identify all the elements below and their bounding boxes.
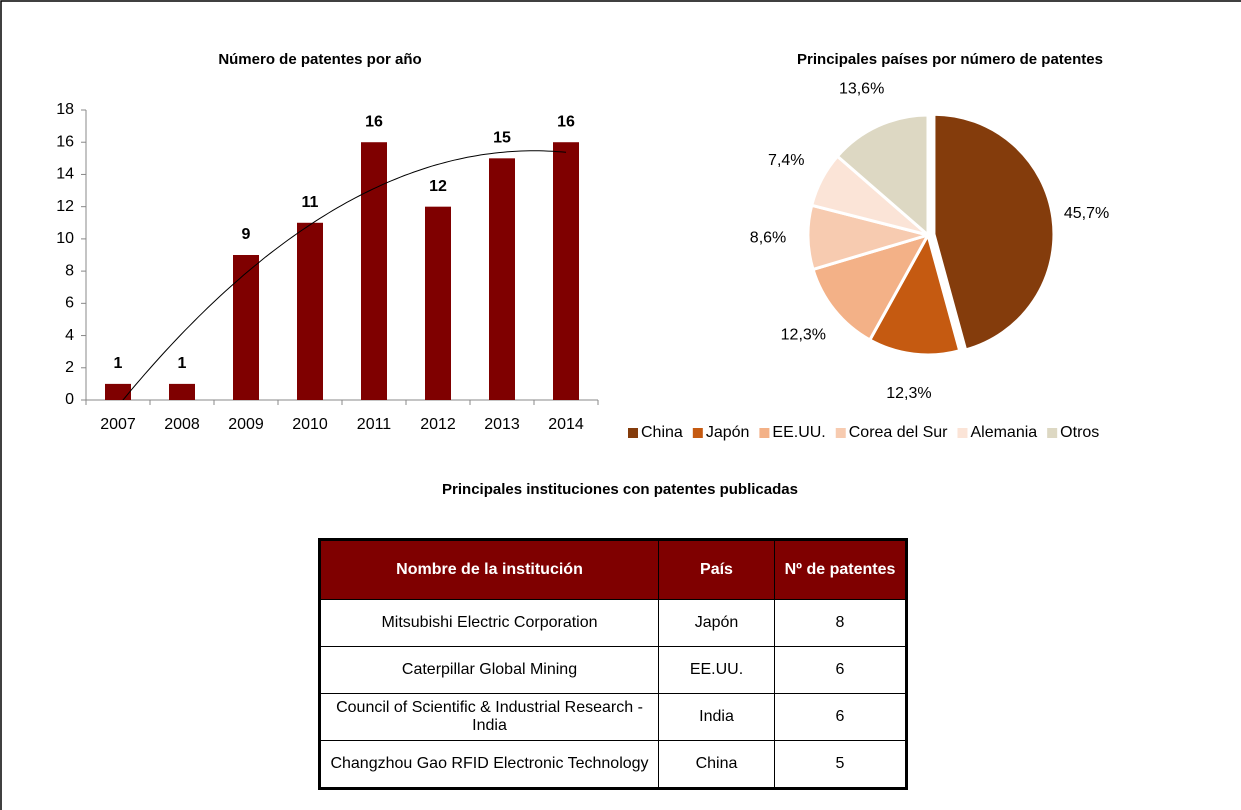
legend-label: China: [641, 424, 683, 441]
y-tick-label: 4: [65, 327, 74, 344]
y-tick-label: 16: [56, 133, 74, 150]
legend-label: EE.UU.: [772, 424, 825, 441]
bar: [233, 255, 259, 400]
table-cell: Mitsubishi Electric Corporation: [319, 599, 659, 647]
table-cell: Caterpillar Global Mining: [319, 646, 659, 694]
bar: [169, 383, 195, 400]
y-tick-label: 0: [65, 391, 74, 408]
y-tick-label: 6: [65, 295, 74, 312]
data-label: 12: [429, 178, 447, 195]
legend-swatch: [759, 428, 770, 438]
legend-swatch: [835, 428, 846, 438]
table-row: Changzhou Gao RFID Electronic Technology…: [319, 740, 907, 789]
legend-label: Alemania: [970, 424, 1037, 441]
data-label: 12,3%: [886, 385, 931, 402]
trendline: [122, 150, 567, 400]
data-label: 1: [178, 355, 187, 372]
header-cell: Nº de patentes: [774, 539, 907, 600]
legend-swatch: [957, 428, 968, 438]
pie-title: Principales países por número de patente…: [797, 51, 1103, 68]
y-tick-label: 8: [65, 262, 74, 279]
data-label: 45,7%: [1064, 205, 1109, 222]
bar: [553, 142, 579, 400]
table-cell: Council of Scientific & Industrial Resea…: [319, 693, 659, 741]
x-tick-label: 2013: [484, 416, 520, 433]
x-tick-label: 2010: [292, 416, 328, 433]
bar: [425, 206, 451, 400]
table-cell: China: [658, 740, 775, 789]
x-tick-label: 2009: [228, 416, 264, 433]
bar: [361, 142, 387, 400]
bar-title: Número de patentes por año: [218, 51, 421, 68]
table-cell: India: [658, 693, 775, 741]
table-title: Principales instituciones con patentes p…: [442, 481, 798, 498]
legend-swatch: [1047, 428, 1058, 438]
bar: [105, 383, 131, 400]
y-tick-label: 12: [56, 198, 74, 215]
data-label: 9: [242, 226, 251, 243]
table-cell: 8: [774, 599, 907, 647]
header-cell: Nombre de la institución: [319, 539, 659, 600]
table-cell: EE.UU.: [658, 646, 775, 694]
data-label: 7,4%: [768, 152, 804, 169]
data-label: 16: [557, 113, 575, 130]
legend-swatch: [692, 428, 703, 438]
legend-swatch: [628, 428, 638, 438]
pie-slice: [835, 113, 930, 239]
table-cell: Japón: [658, 599, 775, 647]
data-label: 15: [493, 130, 511, 147]
data-label: 8,6%: [750, 229, 786, 246]
legend-label: Otros: [1060, 424, 1099, 441]
table-cell: 6: [774, 693, 907, 741]
pie-slice: [932, 112, 1056, 352]
table-row: Council of Scientific & Industrial Resea…: [319, 693, 907, 741]
x-tick-label: 2011: [357, 416, 392, 433]
x-tick-label: 2012: [420, 416, 456, 433]
data-label: 1: [114, 355, 123, 372]
y-tick-label: 14: [56, 166, 74, 183]
y-tick-label: 18: [56, 101, 74, 118]
table-row: Caterpillar Global Mining EE.UU. 6: [319, 646, 907, 694]
x-tick-label: 2014: [548, 416, 584, 433]
data-label: 13,6%: [839, 81, 884, 98]
institutions-table: Nombre de la institución País Nº de pate…: [318, 538, 908, 790]
pie-slice: [867, 231, 962, 357]
table-cell: Changzhou Gao RFID Electronic Technology: [319, 740, 659, 789]
x-tick-label: 2007: [100, 416, 136, 433]
data-label: 12,3%: [781, 327, 826, 344]
y-tick-label: 10: [56, 230, 74, 247]
header-row: Nombre de la institución País Nº de pate…: [319, 539, 907, 600]
y-tick-label: 2: [65, 359, 74, 376]
data-label: 11: [302, 194, 319, 211]
x-tick-label: 2008: [164, 416, 200, 433]
table-cell: 5: [774, 740, 907, 789]
legend-label: Corea del Sur: [849, 424, 948, 441]
header-cell: País: [658, 539, 775, 600]
bar: [297, 222, 323, 400]
table-cell: 6: [774, 646, 907, 694]
data-label: 16: [365, 113, 383, 130]
table-row: Mitsubishi Electric Corporation Japón 8: [319, 599, 907, 647]
legend-label: Japón: [706, 424, 750, 441]
bar: [489, 158, 515, 400]
